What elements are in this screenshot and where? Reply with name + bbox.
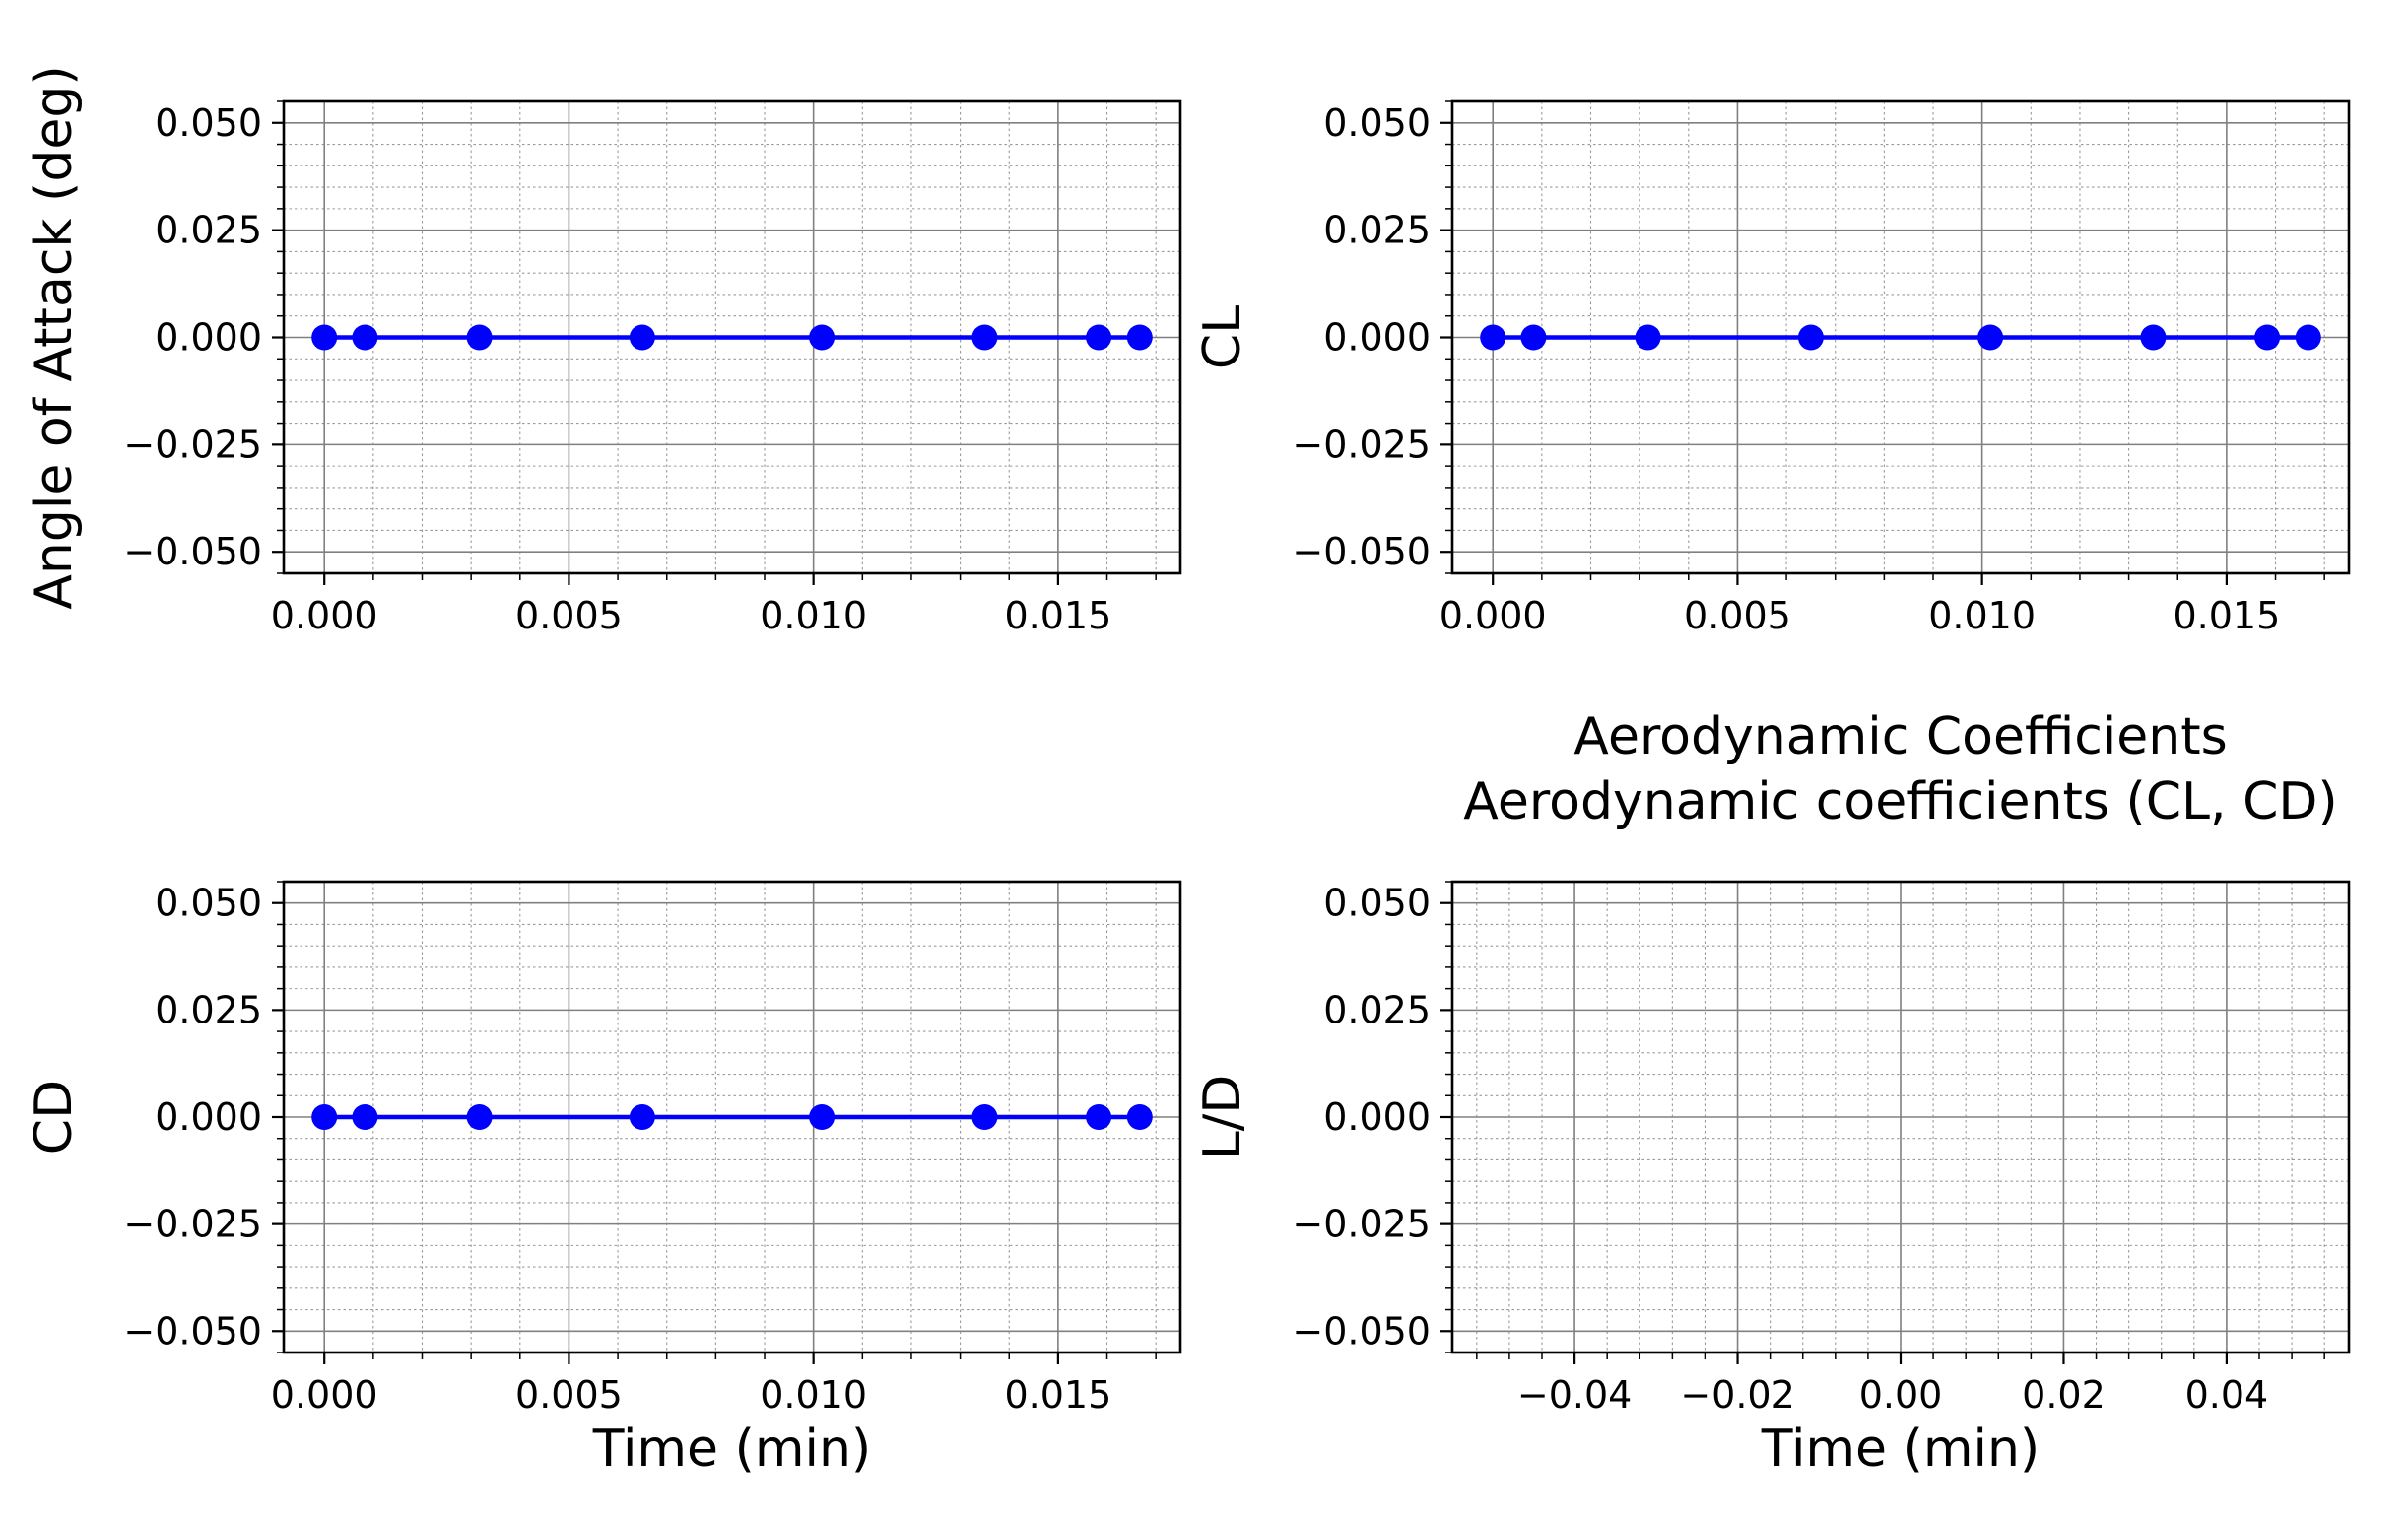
x-tick-label: −0.02 [1680, 1373, 1794, 1417]
y-tick-label: 0.000 [155, 1095, 262, 1139]
x-tick-label: 0.015 [2173, 594, 2280, 637]
data-point [1086, 324, 1112, 351]
data-point [1797, 324, 1824, 351]
subplot-cd: 0.000 0.005 0.010 0.015 0.050 0.025 0.000 −0.02… [25, 880, 1182, 1479]
y-axis-label: L/D [1193, 1075, 1252, 1160]
data-point [311, 1104, 338, 1130]
x-tick-label: 0.02 [2022, 1373, 2106, 1417]
data-point [1086, 1104, 1112, 1130]
y-axis-label: CD [25, 1080, 84, 1155]
x-tick-label: 0.00 [1859, 1373, 1943, 1417]
y-tick-label: 0.000 [155, 316, 262, 360]
y-tick-label: 0.050 [1323, 882, 1431, 925]
data-point [629, 1104, 655, 1130]
axes-frame [1450, 99, 2351, 575]
data-point [2254, 324, 2281, 351]
y-tick-label: 0.050 [155, 882, 262, 925]
y-tick-label: −0.050 [123, 530, 262, 573]
y-axis-label: Angle of Attack (deg) [25, 65, 84, 609]
subplot-title-line: Aerodynamic coefficients (CL, CD) [1463, 772, 2337, 831]
data-point [466, 324, 493, 351]
y-tick-label: 0.025 [1323, 988, 1431, 1031]
y-tick-label: −0.050 [1292, 530, 1431, 573]
x-tick-label: 0.010 [1928, 594, 2036, 637]
data-point [1126, 324, 1153, 351]
grid-ld [1440, 881, 2349, 1364]
y-tick-label: 0.000 [1323, 1095, 1431, 1139]
y-tick-label: 0.050 [155, 101, 262, 145]
x-tick-label: 0.005 [1684, 594, 1791, 637]
data-point [809, 324, 836, 351]
axes-frame [282, 99, 1182, 575]
data-point [466, 1104, 493, 1130]
x-tick-label: 0.000 [1439, 594, 1547, 637]
y-tick-label: −0.025 [123, 423, 262, 466]
grid-cl [1440, 100, 2349, 585]
data-point [2140, 324, 2167, 351]
y-tick-label: 0.025 [155, 988, 262, 1031]
data-point [352, 1104, 378, 1130]
x-tick-label: 0.000 [271, 594, 378, 637]
subplot-title: Aerodynamic Coefficients Aerodynamic coef… [1463, 707, 2337, 831]
data-point [971, 1104, 998, 1130]
data-point [311, 324, 338, 351]
x-tick-label: 0.010 [760, 594, 867, 637]
data-point [352, 324, 378, 351]
data-point [1126, 1104, 1153, 1130]
x-axis-label: Time (min) [592, 1419, 871, 1479]
axes-frame [1450, 880, 2351, 1354]
data-point [629, 324, 655, 351]
x-tick-label: 0.010 [760, 1373, 867, 1417]
y-tick-label: 0.025 [155, 209, 262, 252]
subplot-aoa: 0.000 0.005 0.010 0.015 0.050 0.025 0.000 −0.02… [25, 65, 1182, 637]
y-tick-label: 0.050 [1323, 101, 1431, 145]
y-tick-label: 0.000 [1323, 316, 1431, 360]
y-tick-label: −0.050 [1292, 1309, 1431, 1353]
subplot-title-line: Aerodynamic Coefficients [1573, 707, 2227, 766]
x-tick-label: 0.005 [515, 1373, 623, 1417]
y-tick-label: −0.050 [123, 1309, 262, 1353]
y-axis-label: CL [1193, 305, 1252, 369]
y-tick-label: −0.025 [1292, 1203, 1431, 1246]
y-tick-label: −0.025 [123, 1203, 262, 1246]
x-tick-label: −0.04 [1517, 1373, 1632, 1417]
data-point [2295, 324, 2321, 351]
grid-aoa [272, 100, 1180, 585]
subplot-ld: −0.04 −0.02 0.00 0.02 0.04 0.050 0.025 0.000 −0.… [1193, 707, 2351, 1479]
axes-frame [282, 880, 1182, 1354]
x-tick-label: 0.015 [1004, 1373, 1111, 1417]
y-tick-label: −0.025 [1292, 423, 1431, 466]
x-tick-label: 0.015 [1004, 594, 1111, 637]
x-axis-label: Time (min) [1761, 1419, 2040, 1479]
data-point [1480, 324, 1506, 351]
data-point [1635, 324, 1661, 351]
x-tick-label: 0.000 [271, 1373, 378, 1417]
grid-cd [272, 881, 1180, 1364]
data-point [971, 324, 998, 351]
x-tick-label: 0.005 [515, 594, 623, 637]
data-point [809, 1104, 836, 1130]
data-point [1520, 324, 1547, 351]
subplot-cl: 0.000 0.005 0.010 0.015 0.050 0.025 0.000 −0.02… [1193, 99, 2351, 637]
x-tick-label: 0.04 [2185, 1373, 2269, 1417]
data-point [1977, 324, 2004, 351]
y-tick-label: 0.025 [1323, 209, 1431, 252]
